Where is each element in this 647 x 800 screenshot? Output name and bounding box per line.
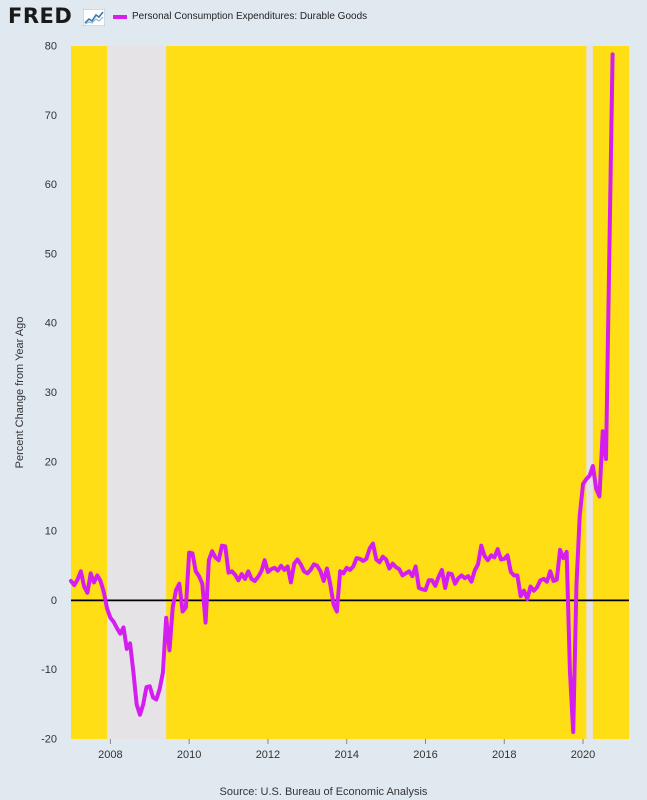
- y-tick-label: 40: [45, 318, 57, 330]
- fred-logo: FRED: [8, 4, 73, 28]
- x-tick-label: 2014: [334, 749, 358, 761]
- y-tick-label: -10: [41, 664, 57, 676]
- line-chart: -20 -10 0 10 20 30 40 50 60 70 80 2008 2010 2012 2014 2…: [14, 41, 629, 761]
- x-tick-label: 2020: [571, 749, 595, 761]
- x-tick-label: 2018: [492, 749, 516, 761]
- source-note: Source: U.S. Bureau of Economic Analysis: [219, 786, 428, 798]
- y-tick-label: 60: [45, 179, 57, 191]
- y-tick-label: 20: [45, 456, 57, 468]
- y-tick-label: 30: [45, 387, 57, 399]
- legend-swatch: [113, 14, 127, 19]
- x-tick-label: 2012: [256, 749, 280, 761]
- fred-logo-graph-icon: [83, 9, 105, 26]
- chart-legend: Personal Consumption Expenditures: Durab…: [113, 11, 367, 22]
- x-tick-label: 2008: [98, 749, 122, 761]
- y-axis-label: Percent Change from Year Ago: [14, 317, 26, 469]
- y-tick-label: 50: [45, 248, 57, 260]
- series-line: [69, 52, 615, 735]
- x-tick-label: 2016: [413, 749, 437, 761]
- y-tick-label: 10: [45, 526, 57, 538]
- recession-band: [107, 46, 167, 739]
- x-tick-label: 2010: [177, 749, 201, 761]
- recession-band: [586, 46, 593, 739]
- legend-label: Personal Consumption Expenditures: Durab…: [132, 11, 368, 22]
- y-tick-label: 80: [45, 41, 57, 53]
- y-tick-label: -20: [41, 734, 57, 746]
- y-tick-label: 0: [51, 595, 57, 607]
- y-tick-label: 70: [45, 110, 57, 122]
